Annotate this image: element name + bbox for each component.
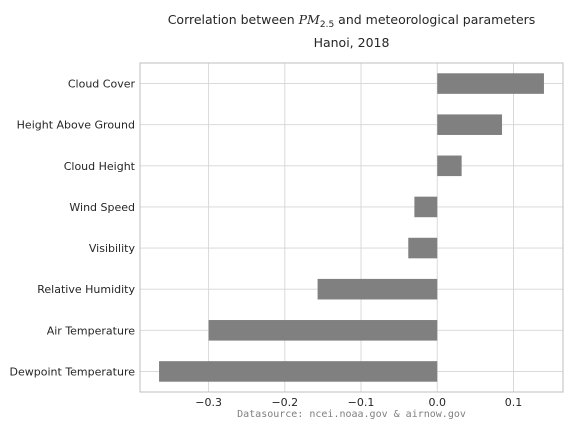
grid bbox=[140, 63, 563, 392]
y-tick-label: Height Above Ground bbox=[17, 119, 135, 132]
x-tick-label: −0.2 bbox=[271, 396, 298, 409]
bar-height-above-ground bbox=[437, 114, 503, 135]
chart-title-line1: Correlation between PM2.5 and meteorolog… bbox=[140, 11, 563, 34]
x-tick-label: 0.0 bbox=[428, 396, 446, 409]
y-tick-label: Cloud Cover bbox=[68, 78, 136, 91]
bar-cloud-cover bbox=[437, 73, 544, 94]
title-prefix: Correlation between bbox=[167, 12, 299, 27]
y-tick-label: Wind Speed bbox=[69, 201, 135, 214]
y-tick-label: Cloud Height bbox=[64, 160, 136, 173]
bar-air-temperature bbox=[208, 320, 438, 341]
x-tick-label: −0.3 bbox=[195, 396, 222, 409]
bar-visibility bbox=[408, 237, 438, 259]
bar-wind-speed bbox=[414, 196, 438, 218]
chart-title: Correlation between PM2.5 and meteorolog… bbox=[140, 11, 563, 52]
plot-frame bbox=[139, 62, 564, 393]
chart-title-line2: Hanoi, 2018 bbox=[313, 35, 390, 50]
title-pm: PM2.5 bbox=[298, 12, 335, 30]
bar-relative-humidity bbox=[317, 278, 438, 300]
y-tick-label: Relative Humidity bbox=[37, 283, 135, 296]
title-suffix: and meteorological parameters bbox=[334, 12, 536, 27]
data-source-note: Datasource: ncei.noaa.gov & airnow.gov bbox=[237, 409, 466, 420]
axis-labels: −0.3 −0.2 −0.1 0.0 0.1 Cloud Cover Height Abov… bbox=[10, 78, 523, 409]
y-tick-label: Visibility bbox=[89, 242, 136, 255]
title-pm-main: PM bbox=[298, 12, 320, 27]
title-pm-sub: 2.5 bbox=[319, 20, 335, 30]
x-tick-label: −0.1 bbox=[348, 396, 375, 409]
y-tick-label: Dewpoint Temperature bbox=[10, 365, 136, 378]
bars bbox=[159, 73, 544, 382]
y-tick-label: Air Temperature bbox=[47, 324, 136, 337]
x-tick-label: 0.1 bbox=[505, 396, 523, 409]
bar-dewpoint-temperature bbox=[159, 361, 438, 382]
bar-cloud-height bbox=[437, 155, 462, 177]
